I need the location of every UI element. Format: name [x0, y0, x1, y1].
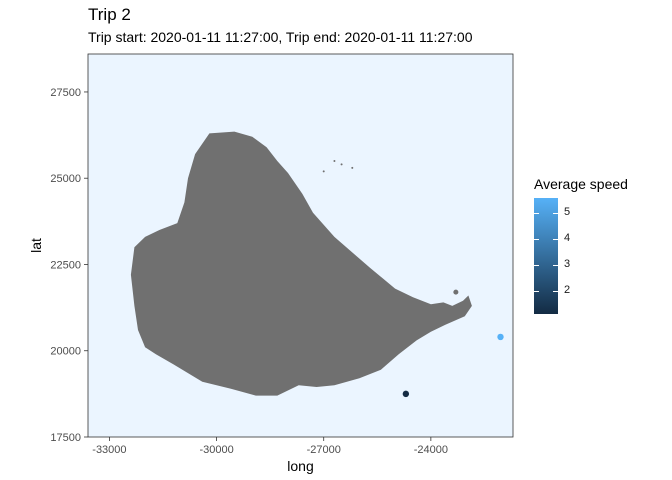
island-shape [130, 131, 472, 396]
panel-border [87, 53, 514, 438]
x-tick-label: -27000 [307, 444, 341, 456]
y-axis-title: lat [28, 238, 44, 253]
legend-title: Average speed [534, 176, 628, 192]
x-axis: -33000 -30000 -27000 -24000 [92, 437, 448, 456]
x-tick-label: -33000 [92, 444, 126, 456]
legend-tick-mark [553, 265, 558, 267]
data-point [497, 333, 504, 341]
legend-tick-label: 4 [564, 232, 571, 245]
legend-tick-mark [534, 265, 539, 267]
legend-tick-mark [553, 290, 558, 292]
y-axis: 17500 20000 22500 25000 27500 [50, 87, 88, 444]
legend-tick-mark [553, 239, 558, 241]
legend-tick-label: 2 [564, 283, 571, 296]
y-tick-label: 22500 [50, 259, 81, 271]
y-tick-label: 17500 [50, 432, 81, 444]
islet [340, 163, 343, 166]
islet [351, 166, 354, 169]
y-tick-label: 25000 [50, 173, 81, 185]
legend-tick-mark [534, 290, 539, 292]
points-layer [402, 333, 504, 398]
data-point [402, 390, 410, 398]
legend-tick-mark [534, 213, 539, 215]
legend-tick-mark [534, 239, 539, 241]
chart-title: Trip 2 [88, 5, 131, 24]
y-tick-label: 20000 [50, 346, 81, 358]
legend-colorbar [534, 198, 558, 314]
legend-tick-label: 5 [564, 206, 571, 219]
islet [322, 170, 325, 173]
x-axis-title: long [287, 458, 313, 474]
y-tick-label: 27500 [50, 87, 81, 99]
x-tick-label: -30000 [199, 444, 233, 456]
legend-tick-label: 3 [564, 258, 571, 271]
islet [333, 159, 336, 162]
islet [453, 289, 459, 295]
legend-tick-mark [553, 213, 558, 215]
land-layer [130, 131, 472, 396]
x-tick-label: -24000 [414, 444, 448, 456]
chart-subtitle: Trip start: 2020-01-11 11:27:00, Trip en… [88, 29, 473, 45]
